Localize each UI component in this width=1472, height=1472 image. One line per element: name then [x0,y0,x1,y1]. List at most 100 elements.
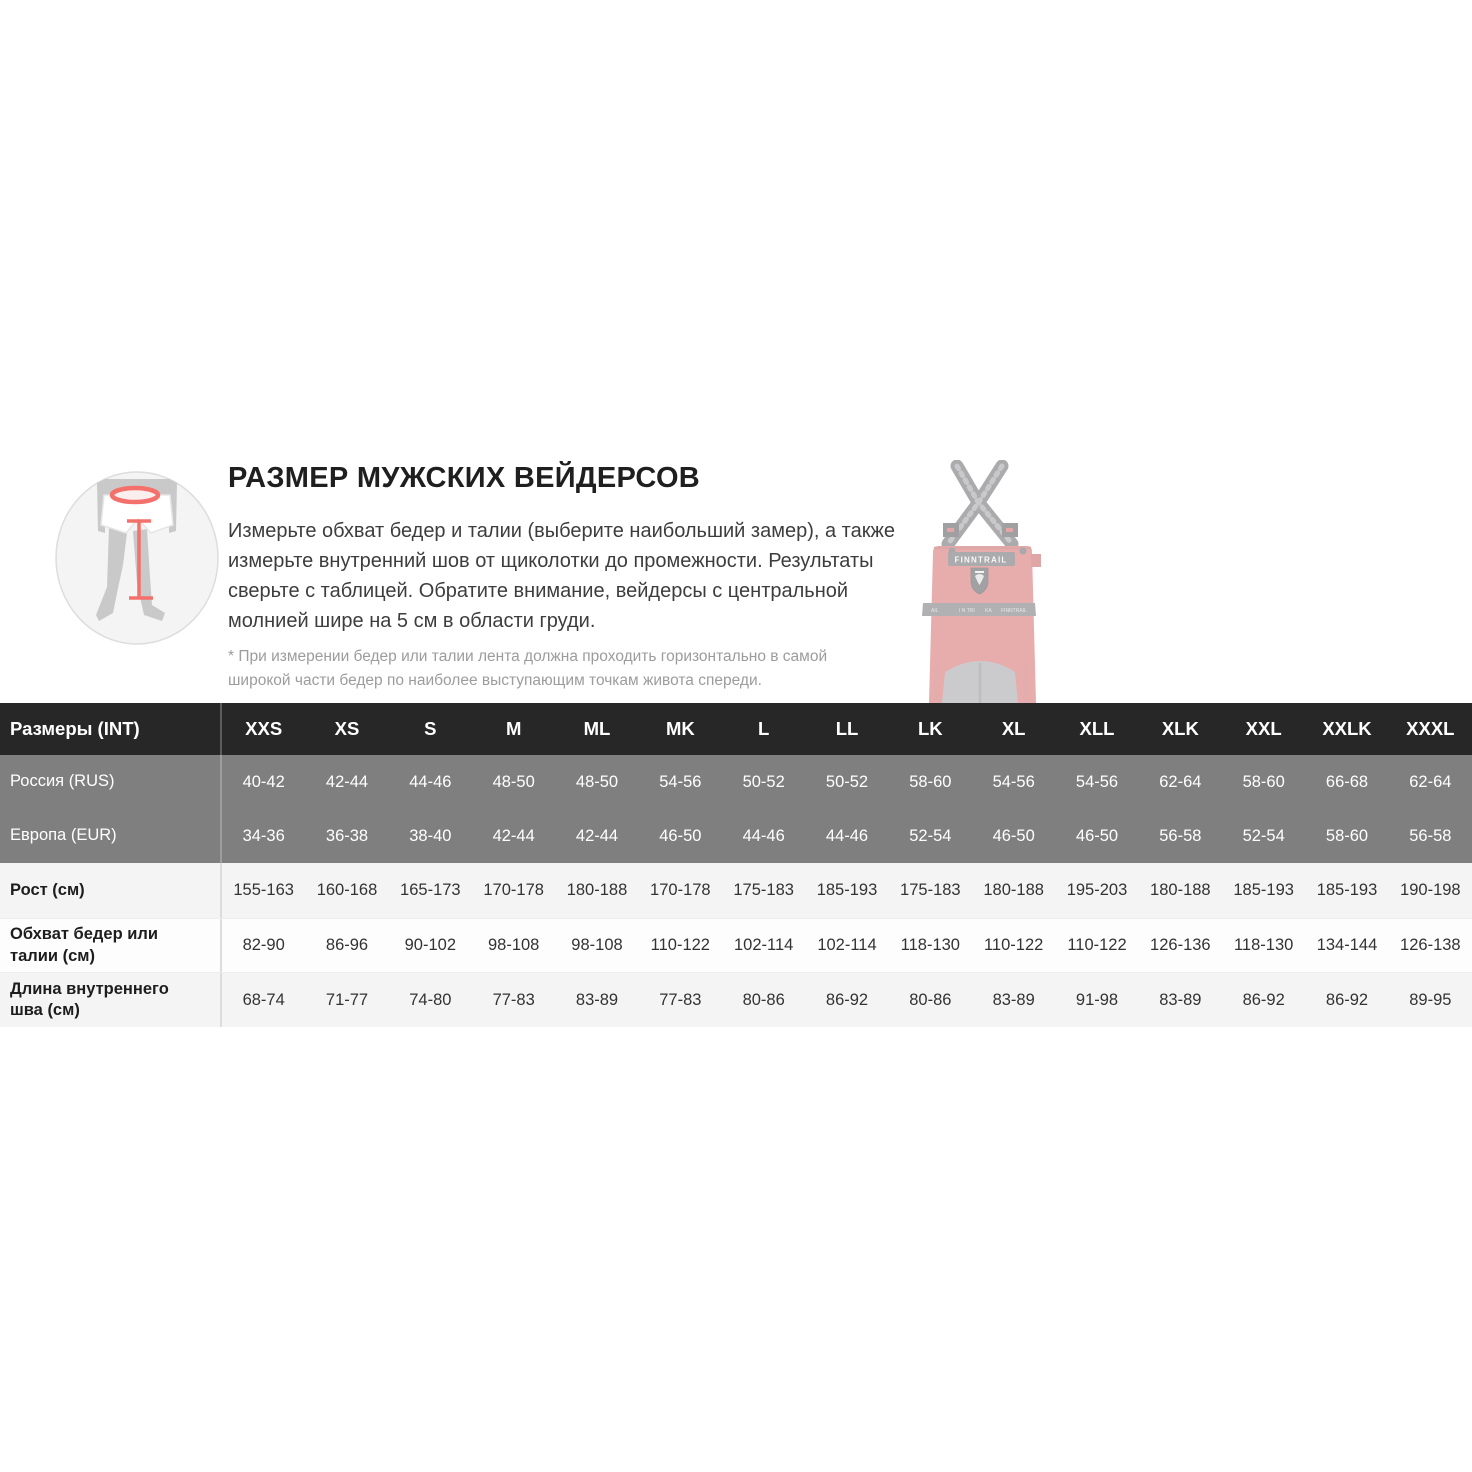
page-title: РАЗМЕР МУЖСКИХ ВЕЙДЕРСОВ [228,462,701,494]
size-cell: 58-60 [909,772,952,791]
size-cell: 86-96 [325,936,369,954]
size-cell: 77-83 [492,990,535,1009]
size-cell: 56-58 [1159,826,1202,845]
size-cell: LK [917,718,943,739]
size-cell: 82-90 [242,936,285,954]
size-cell: 102-114 [817,936,877,954]
size-cell: 80-86 [909,990,952,1009]
table-row-russia: Россия (RUS) 40-42 42-44 44-46 48-50 48-50 54… [0,755,1472,809]
size-cell: XLL [1079,718,1115,739]
size-cell: 155-163 [233,881,294,899]
size-cell: 77-83 [659,990,702,1009]
logo-shield [970,567,989,595]
size-cell: 48-50 [492,772,535,791]
product-photo-waders: FINNTRAIL AIL I N TRI KA FINNTRAIL FINNT… [875,460,1120,703]
size-cell: 50-52 [825,772,869,791]
size-cell: XXL [1245,718,1282,739]
table-row-sizes-int: Размеры (INT) XXS XS S M ML MK L LL LK XL XLL XLK XX… [0,703,1472,755]
size-cell: 42-44 [575,826,619,845]
size-cell: 90-102 [404,936,457,954]
brand-text-waist: FINNTRAIL [1001,608,1027,614]
size-cell: 58-60 [1242,772,1285,791]
waders-svg: FINNTRAIL AIL I N TRI KA FINNTRAIL FINNT… [922,460,1041,703]
size-cell: 170-178 [483,881,544,899]
row-label-europe: Европа (EUR) [0,809,222,863]
size-cell: 62-64 [1409,772,1452,791]
size-cell: 71-77 [325,990,369,1009]
size-cell: LL [835,718,859,739]
size-cell: XL [1001,718,1026,739]
size-cell: 83-89 [575,990,619,1009]
size-cell: 126-136 [1150,936,1211,954]
row-label-height: Рост (см) [0,863,222,918]
size-cell: 89-95 [1409,990,1452,1009]
size-cell: 46-50 [992,826,1035,845]
size-cell: 190-198 [1400,881,1461,899]
size-table: Размеры (INT) XXS XS S M ML MK L LL LK XL XLL XLK XX… [0,703,1472,1027]
waist-band-text-1: AIL [931,608,939,614]
size-cell: 48-50 [575,772,619,791]
size-cell: 50-52 [742,772,785,791]
row-label-sizes-int: Размеры (INT) [0,703,222,755]
size-cell: 98-108 [571,936,623,954]
size-cell: 134-144 [1316,936,1378,954]
size-cell: 86-92 [1325,990,1369,1009]
shorts-shape [100,494,174,534]
size-cell: 40-42 [242,772,285,791]
size-cell: 34-36 [242,826,285,845]
size-cell: 54-56 [1075,772,1119,791]
size-cell: 102-114 [733,936,794,954]
size-cell: 165-173 [400,881,461,899]
legs-illustration-svg [55,471,219,645]
inseam-ruler-icon [127,519,153,600]
size-cell: 175-183 [900,881,961,899]
table-row-inseam-length: Длина внутреннего шва (см) 68-74 71-77 74-… [0,973,1472,1027]
brand-text-leg-left: FINNTRAIL [934,664,941,700]
size-cell: 180-188 [983,881,1044,899]
size-cell: 185-193 [1233,881,1294,899]
row-label-russia: Россия (RUS) [0,755,222,809]
size-cell: 68-74 [242,990,285,1009]
brand-text-chest: FINNTRAIL [954,556,1007,565]
size-cell: 42-44 [492,826,535,845]
table-row-height: Рост (см) 155-163 160-168 165-173 170-178 18… [0,863,1472,918]
rivet-right [1019,547,1027,555]
size-cell: 38-40 [409,826,452,845]
size-cell: 185-193 [816,881,878,899]
size-cell: XXLK [1322,718,1372,739]
size-cell: 83-89 [1159,990,1202,1009]
row-label-inseam-length: Длина внутреннего шва (см) [0,973,222,1027]
size-cell: 126-138 [1400,936,1461,954]
size-cell: L [758,718,770,739]
size-cell: 54-56 [659,772,702,791]
side-tag [1031,554,1041,567]
table-row-europe: Европа (EUR) 34-36 36-38 38-40 42-44 42-44 46… [0,809,1472,863]
size-cell: 160-168 [316,881,378,899]
size-cell: 80-86 [742,990,785,1009]
size-cell: 66-68 [1325,772,1369,791]
size-cell: 56-58 [1409,826,1452,845]
size-cell: 54-56 [992,772,1035,791]
suspenders [941,460,1019,551]
size-cell: 98-108 [487,936,540,954]
size-cell: XXS [245,718,283,739]
size-cell: 110-122 [650,936,710,954]
table-row-hip-waist-girth: Обхват бедер или талии (см) 82-90 86-96 90… [0,918,1472,973]
size-cell: 46-50 [1075,826,1119,845]
size-cell: 58-60 [1325,826,1369,845]
size-cell: 175-183 [733,881,794,899]
size-cell: 44-46 [409,772,452,791]
crotch-panel [942,661,1018,703]
row-label-hip-waist-girth: Обхват бедер или талии (см) [0,919,222,972]
footnote-text: * При измерении бедер или талии лента до… [228,648,828,689]
size-cell: 83-89 [992,990,1035,1009]
size-cell: MK [665,718,695,739]
waist-band-text-3: KA [985,608,992,614]
size-cell: XLK [1161,718,1199,739]
size-cell: 42-44 [325,772,369,791]
size-cell: 195-203 [1066,881,1128,899]
waist-band: AIL I N TRI KA FINNTRAIL [922,603,1036,616]
size-cell: 170-178 [650,881,711,899]
size-cell: 52-54 [909,826,952,845]
